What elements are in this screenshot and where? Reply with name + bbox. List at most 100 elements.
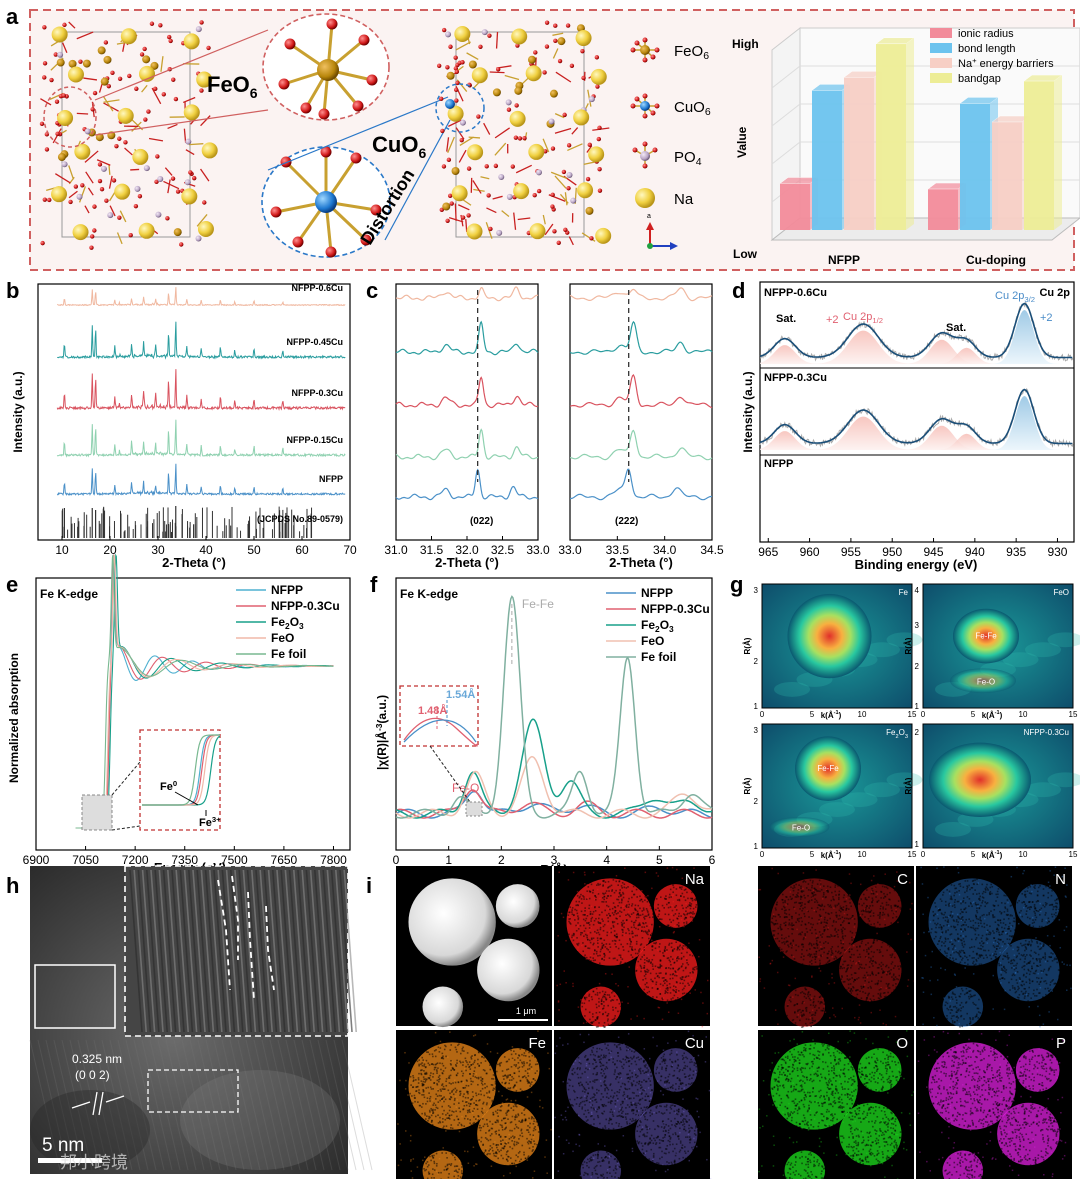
speckle	[478, 1139, 480, 1141]
oxygen-atom	[92, 228, 97, 233]
fringe	[141, 869, 156, 1033]
speckle	[437, 1076, 440, 1079]
speckle	[647, 1077, 650, 1080]
speckle	[647, 1074, 649, 1076]
speckle	[647, 1069, 650, 1071]
speckle	[798, 917, 801, 920]
speckle	[653, 1092, 655, 1094]
axis-high-label: High	[732, 37, 759, 51]
speckle	[478, 1099, 480, 1102]
y-tick-label: 2	[915, 728, 920, 737]
speckle	[663, 907, 665, 909]
speckle	[665, 987, 668, 990]
bond	[87, 187, 94, 196]
speckle	[628, 914, 630, 917]
speckle	[586, 1164, 588, 1167]
speckle	[442, 1088, 445, 1090]
speckle	[611, 1113, 614, 1116]
speckle	[609, 1095, 612, 1098]
speckle	[675, 1122, 678, 1125]
speckle	[600, 998, 603, 1001]
bond	[586, 145, 593, 153]
speckle	[587, 886, 590, 888]
speckle	[455, 1065, 458, 1067]
speckle	[424, 1114, 426, 1116]
oxygen-atom	[557, 58, 563, 64]
speckle	[809, 942, 811, 944]
speckle	[459, 1090, 462, 1093]
speckle	[620, 901, 623, 904]
x-axis-label: k(Å-1)	[982, 850, 1003, 860]
bond	[448, 119, 462, 127]
speckle	[617, 1177, 620, 1179]
speckle	[825, 888, 828, 891]
oxygen-atom	[89, 234, 95, 239]
speckle	[781, 937, 783, 940]
bar-front	[812, 90, 842, 230]
speckle	[690, 989, 693, 991]
speckle	[676, 1120, 679, 1123]
speckle	[646, 991, 649, 994]
speckle	[810, 963, 813, 965]
speckle	[787, 898, 790, 901]
speckle	[692, 907, 695, 910]
speckle	[449, 1074, 452, 1077]
speckle	[691, 897, 694, 900]
speckle	[811, 1009, 814, 1011]
speckle	[643, 949, 646, 951]
speckle	[633, 924, 635, 926]
map-feature	[953, 608, 1019, 664]
speckle	[661, 904, 664, 907]
speckle	[624, 1087, 626, 1090]
speckle	[587, 1111, 590, 1114]
fringe	[285, 1039, 317, 1171]
panel-label-c: c	[366, 278, 378, 303]
speckle	[592, 1080, 594, 1083]
d-spacing-label: 0.325 nm	[72, 1052, 122, 1066]
bond	[141, 84, 148, 93]
speckle	[626, 1121, 628, 1123]
speckle	[597, 1116, 600, 1119]
speckle	[635, 943, 638, 945]
speckle	[674, 1124, 676, 1127]
speckle	[626, 1104, 629, 1106]
text-span: FeO	[674, 43, 703, 60]
speckle	[681, 946, 684, 949]
fe3-label: Fe3+	[199, 815, 221, 829]
speckle	[608, 1122, 610, 1125]
speckle	[625, 1055, 627, 1058]
speckle	[667, 957, 670, 959]
speckle	[627, 1060, 630, 1062]
speckle	[515, 1090, 518, 1092]
speckle	[410, 1158, 412, 1161]
speckle	[523, 1064, 525, 1067]
speckle	[578, 1084, 581, 1087]
oxygen-atom	[300, 102, 312, 114]
speckle	[678, 924, 680, 927]
bar-front	[928, 189, 958, 230]
speckle	[830, 906, 832, 908]
speckle	[828, 959, 831, 962]
speckle	[527, 1125, 529, 1127]
speckle	[432, 1112, 434, 1115]
speckle	[479, 1099, 481, 1101]
speckle	[589, 956, 592, 959]
speckle	[643, 959, 646, 961]
fringe	[213, 869, 227, 1033]
speckle	[618, 1002, 621, 1005]
speckle	[693, 898, 696, 901]
speckle	[434, 1104, 437, 1106]
speckle	[464, 1150, 466, 1153]
speckle	[668, 983, 671, 985]
speckle	[848, 873, 851, 875]
speckle	[592, 1063, 594, 1065]
fringe	[221, 1039, 253, 1171]
speckle	[621, 925, 624, 927]
speckle	[675, 989, 678, 991]
oxygen-atom	[175, 189, 181, 194]
speckle	[812, 895, 814, 897]
speckle	[686, 1057, 689, 1060]
panel-label-b: b	[6, 278, 19, 303]
speckle	[496, 1112, 499, 1114]
speckle	[422, 1080, 425, 1083]
